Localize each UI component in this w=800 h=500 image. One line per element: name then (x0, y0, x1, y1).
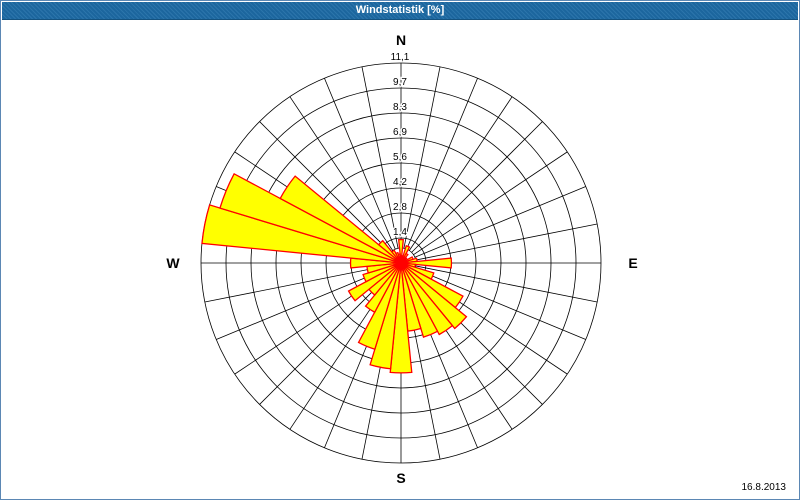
ring-label: 5,6 (393, 152, 407, 163)
grid-spoke (204, 265, 387, 303)
wind-sector (377, 239, 402, 264)
wind-sector (397, 238, 405, 264)
ring-label: 2,8 (393, 202, 407, 213)
wind-sector (279, 175, 402, 264)
title-bar: Windstatistik [%] (2, 2, 798, 20)
wind-sector (400, 257, 453, 269)
ring-label: 1,4 (393, 227, 407, 238)
grid-spoke (406, 78, 478, 250)
wind-sector (400, 262, 439, 338)
compass-label-e: E (628, 255, 637, 271)
grid-spoke (411, 121, 543, 253)
chart-area: 1,4 2,8 4,2 5,6 6,9 8,3 9,7 11,1 N S W E 16.8.2013 (2, 20, 798, 498)
date-label: 16.8.2013 (741, 482, 787, 493)
grid-spoke (361, 66, 399, 249)
grid-spoke (415, 265, 598, 303)
compass-label-n: N (396, 32, 406, 48)
wind-sector (389, 262, 413, 374)
grid-spoke (289, 96, 393, 251)
grid-spoke (259, 121, 391, 253)
grid-spoke (415, 223, 598, 261)
grid-spoke (324, 78, 396, 250)
ring-label: 9,7 (393, 77, 407, 88)
wind-sector (362, 262, 402, 283)
wind-rose-chart: 1,4 2,8 4,2 5,6 6,9 8,3 9,7 11,1 N S W E (166, 32, 637, 486)
grid-spoke (414, 268, 586, 340)
wind-sector (400, 262, 454, 336)
grid-spoke (259, 273, 391, 405)
ring-label: 11,1 (391, 52, 410, 63)
wind-sector (347, 262, 402, 302)
grid-spoke (403, 66, 441, 249)
grid-spoke (216, 268, 388, 340)
ring-label: 6,9 (393, 127, 407, 138)
wind-sector (400, 262, 468, 330)
rose-center-dot (398, 260, 404, 266)
compass-label-s: S (396, 470, 405, 486)
wind-sector (364, 262, 402, 314)
window-title: Windstatistik [%] (355, 4, 445, 16)
grid-spoke (409, 96, 513, 251)
grid-spoke (414, 186, 586, 258)
compass-label-w: W (166, 255, 180, 271)
wind-sector (357, 262, 402, 351)
grid-spoke (413, 151, 568, 255)
ring-label: 4,2 (393, 177, 407, 188)
wind-sector (219, 172, 402, 264)
ring-label: 8,3 (393, 102, 407, 113)
